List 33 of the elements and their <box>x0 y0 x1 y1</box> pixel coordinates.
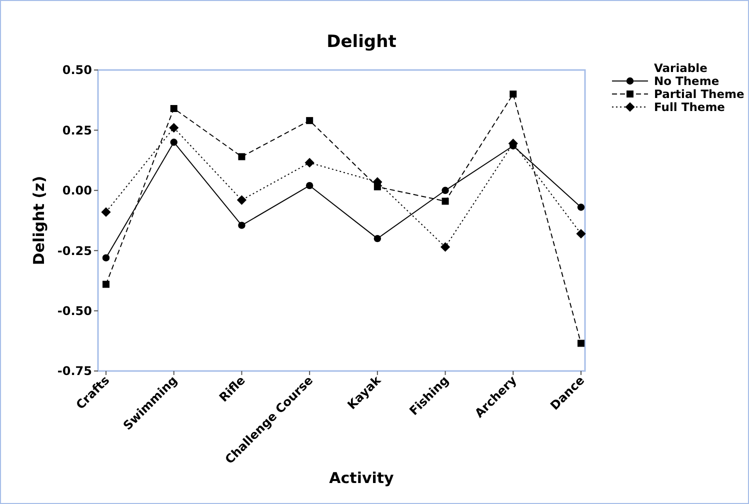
point <box>578 340 584 347</box>
point <box>306 117 314 124</box>
point <box>440 242 450 252</box>
legend-label: No Theme <box>654 74 720 88</box>
point <box>442 186 449 194</box>
y-tick-label: -0.50 <box>57 304 92 318</box>
point <box>576 228 586 239</box>
point <box>238 153 246 160</box>
chart-title: Delight <box>326 32 396 52</box>
y-tick-label: -0.75 <box>57 364 92 378</box>
point <box>238 222 246 229</box>
y-tick-label: 0.25 <box>62 123 92 138</box>
point <box>374 234 382 242</box>
point <box>102 254 110 262</box>
point <box>304 158 314 168</box>
y-tick-label: 0.50 <box>62 63 92 78</box>
x-axis-title: Activity <box>329 469 394 487</box>
point <box>169 122 179 133</box>
point <box>170 105 178 112</box>
y-tick-label: -0.25 <box>57 244 92 258</box>
point <box>442 198 449 205</box>
point <box>102 280 110 288</box>
y-tick-label: 0.00 <box>62 184 92 198</box>
point <box>170 138 178 146</box>
point <box>510 90 517 98</box>
point <box>236 195 247 205</box>
legend-label: Partial Theme <box>654 87 745 101</box>
point <box>101 207 111 217</box>
legend-title: Variable <box>654 61 708 75</box>
point <box>306 182 314 190</box>
y-axis-title: Delight (z) <box>30 176 48 266</box>
legend-label: Full Theme <box>654 100 726 114</box>
point <box>577 204 585 211</box>
